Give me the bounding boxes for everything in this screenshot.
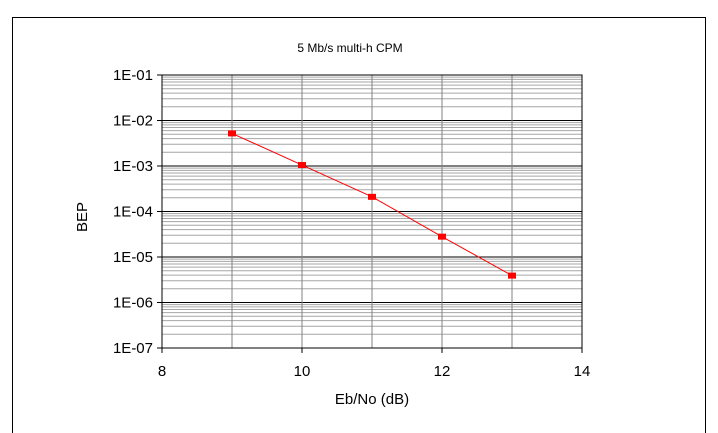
y-tick-label: 1E-06 xyxy=(113,295,153,312)
data-point xyxy=(368,193,376,200)
y-tick-label: 1E-03 xyxy=(113,158,153,175)
data-point xyxy=(438,233,446,240)
x-tick-label: 14 xyxy=(574,363,591,380)
data-point xyxy=(508,272,516,279)
data-point xyxy=(228,130,236,137)
y-tick-label: 1E-01 xyxy=(113,67,153,84)
x-tick-label: 8 xyxy=(158,363,166,380)
series-layer xyxy=(228,130,516,279)
y-tick-label: 1E-07 xyxy=(113,340,153,357)
x-tick-label: 10 xyxy=(294,363,311,380)
y-axis-ticks: 1E-01 1E-02 1E-03 1E-04 1E-05 1E-06 1E-07 xyxy=(113,67,162,357)
y-axis-label: BEP xyxy=(74,202,91,232)
y-tick-label: 1E-04 xyxy=(113,204,153,221)
y-tick-label: 1E-02 xyxy=(113,113,153,130)
chart-title: 5 Mb/s multi-h CPM xyxy=(297,41,402,55)
data-point xyxy=(298,162,306,169)
x-axis-label: Eb/No (dB) xyxy=(335,391,409,408)
x-axis-ticks: 8 10 12 14 xyxy=(158,348,591,380)
y-tick-label: 1E-05 xyxy=(113,249,153,266)
x-tick-label: 12 xyxy=(434,363,451,380)
